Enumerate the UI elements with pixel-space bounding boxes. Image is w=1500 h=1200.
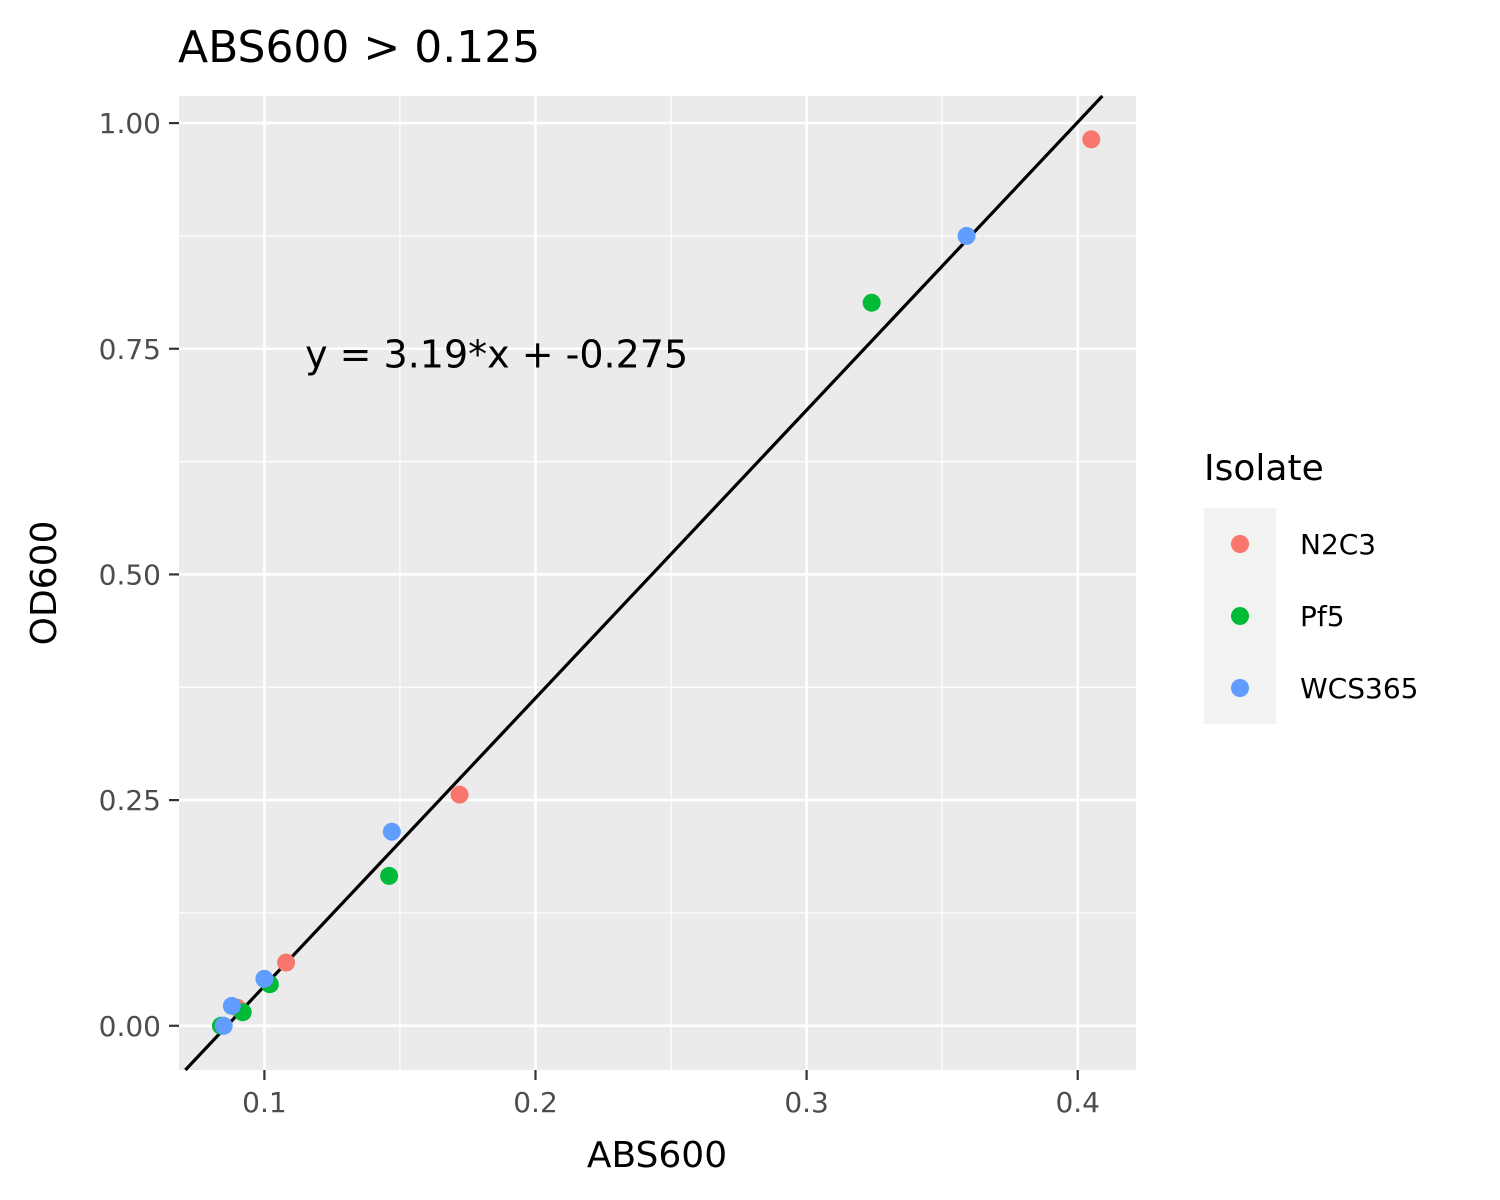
x-tick-label: 0.1 [242,1086,287,1119]
point-wcs365 [382,822,401,841]
y-tick-label: 0.25 [99,784,161,817]
x-tick-label: 0.2 [513,1086,558,1119]
point-n2c3 [450,785,469,804]
point-wcs365 [214,1016,233,1035]
point-n2c3 [1082,130,1101,149]
y-tick-label: 0.00 [99,1010,161,1043]
point-pf5 [380,866,399,885]
x-tick-label: 0.3 [784,1086,829,1119]
chart-title: ABS600 > 0.125 [178,22,540,73]
legend-label-wcs365: WCS365 [1300,672,1418,705]
x-tick-label: 0.4 [1055,1086,1100,1119]
fit-line-group [184,94,1104,1072]
legend-key-wcs365 [1231,679,1249,697]
point-wcs365 [957,226,976,245]
y-tick-label: 0.75 [99,333,161,366]
legend-title: Isolate [1204,448,1324,489]
legend-key-n2c3 [1231,535,1249,553]
y-tick-label: 1.00 [99,107,161,140]
y-tick-label: 0.50 [99,558,161,591]
point-n2c3 [277,953,296,972]
axes: 0.1 0.2 0.3 0.4 0.00 0.25 0.50 0.75 1.00 [99,107,1100,1119]
grid-lines [179,96,1136,1070]
regression-annotation: y = 3.19*x + -0.275 [305,332,688,376]
y-axis-title: OD600 [24,521,65,646]
legend-label-pf5: Pf5 [1300,600,1345,633]
legend-label-n2c3: N2C3 [1300,528,1376,561]
data-points [212,130,1101,1035]
x-axis-title: ABS600 [587,1135,727,1176]
point-pf5 [862,293,881,312]
point-wcs365 [255,969,274,988]
point-wcs365 [222,996,241,1015]
fit-line [184,94,1104,1072]
legend-key-pf5 [1231,607,1249,625]
legend: Isolate N2C3 Pf5 WCS365 [1204,448,1418,724]
